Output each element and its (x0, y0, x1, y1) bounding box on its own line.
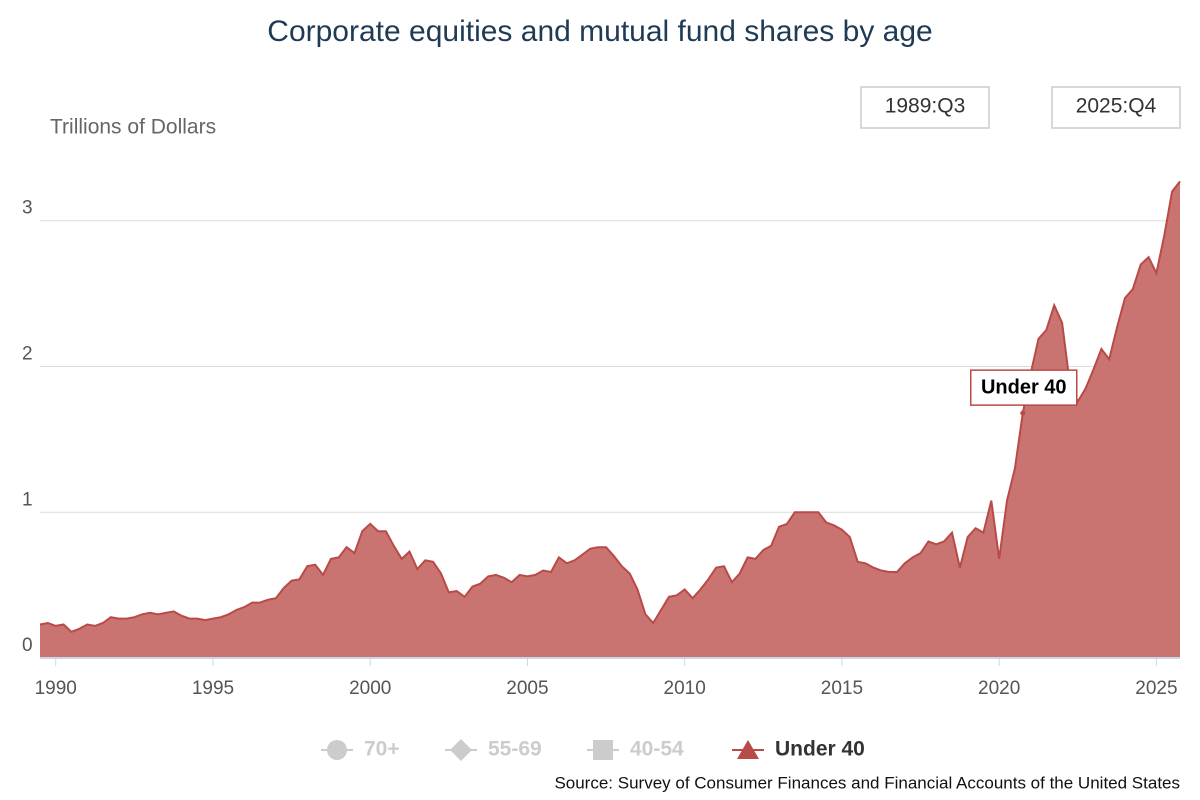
source: Source: Survey of Consumer Finances and … (554, 773, 1180, 792)
y-axis-label: Trillions of Dollars (50, 116, 216, 139)
range-start-box[interactable] (860, 86, 990, 129)
range-end[interactable]: 2025:Q4 (1076, 95, 1157, 118)
legend-label[interactable]: 55-69 (488, 738, 542, 761)
legend-label[interactable]: 40-54 (630, 738, 684, 761)
x-tick-label: 2025 (1135, 678, 1177, 699)
x-tick-label: 2005 (506, 678, 548, 699)
x-tick-label: 2010 (664, 678, 706, 699)
legend-label[interactable]: 70+ (364, 738, 400, 761)
area (40, 181, 1180, 658)
x-tick-label: 1995 (192, 678, 234, 699)
x-tick-label: 2000 (349, 678, 391, 699)
y-tick-label: 2 (22, 344, 33, 365)
y-tick-label: 3 (22, 198, 33, 219)
annotation-box (970, 369, 1078, 406)
range-start[interactable]: 1989:Q3 (885, 95, 966, 118)
y-tick-label: 0 (22, 635, 33, 656)
legend-marker (737, 740, 759, 759)
chart-title: Corporate equities and mutual fund share… (267, 15, 932, 48)
annotation-label: Under 40 (981, 376, 1067, 398)
legend-label[interactable]: Under 40 (775, 738, 865, 761)
range-end-box[interactable] (1051, 86, 1181, 129)
x-tick-label: 1990 (35, 678, 77, 699)
legend-marker (450, 739, 472, 761)
annotation-anchor (1020, 410, 1026, 416)
line (39, 180, 1181, 633)
x-tick-label: 2020 (978, 678, 1020, 699)
x-tick-label: 2015 (821, 678, 863, 699)
legend-marker (593, 740, 613, 760)
legend-marker (327, 740, 347, 760)
y-tick-label: 1 (22, 489, 33, 510)
